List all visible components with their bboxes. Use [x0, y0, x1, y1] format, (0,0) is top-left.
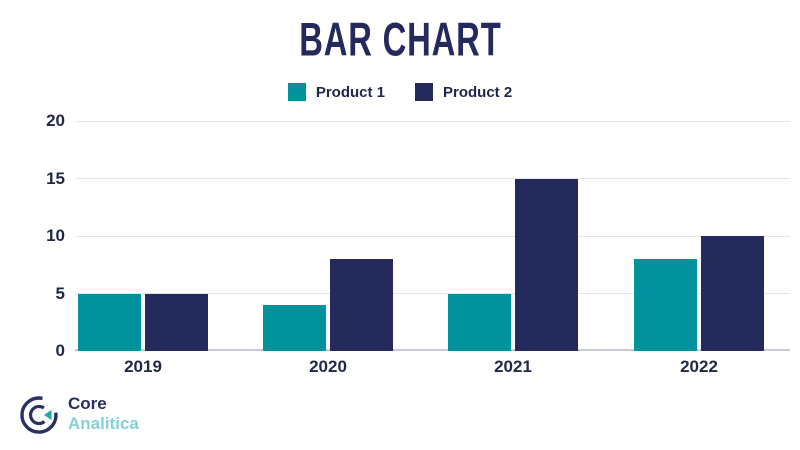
y-axis-label: 10	[46, 226, 65, 245]
gridline	[75, 178, 790, 179]
bar-product-1-2021	[448, 293, 511, 351]
bar-group-2021	[448, 178, 578, 351]
bar-product-2-2019	[145, 293, 208, 351]
bar-product-1-2022	[634, 259, 697, 351]
bar-group-2020	[263, 259, 393, 351]
logo-c-icon	[20, 396, 58, 434]
gridline	[75, 120, 790, 122]
logo-outer-arc	[20, 396, 58, 434]
legend-item: Product 1	[287, 83, 385, 101]
bar-product-2-2022	[701, 236, 764, 351]
bar-product-1-2020	[263, 305, 326, 351]
y-axis-label: 20	[46, 111, 65, 130]
y-axis-label: 0	[55, 341, 65, 360]
x-axis-label: 2020	[309, 357, 347, 376]
legend-label: Product 2	[443, 83, 513, 101]
plot-area	[75, 120, 790, 351]
x-axis-baseline	[75, 349, 790, 351]
bar-product-2-2021	[515, 178, 578, 351]
y-axis: 0 5 10 15 20	[0, 111, 65, 360]
legend-label: Product 1	[315, 83, 385, 101]
x-axis-label: 2021	[494, 357, 532, 376]
y-axis-label: 5	[55, 283, 65, 303]
x-axis-label: 2022	[680, 357, 718, 376]
gridline	[75, 293, 790, 294]
legend-swatch-product-1	[287, 83, 306, 101]
legend: Product 1 Product 2	[0, 83, 800, 101]
bar-group-2022	[634, 236, 764, 351]
logo-inner-arc	[28, 404, 46, 425]
logo-text: Core Analitica	[68, 394, 139, 434]
logo: Core Analitica	[17, 390, 139, 438]
bar-product-1-2019	[78, 293, 141, 351]
bar-group-2019	[78, 293, 208, 351]
y-axis-label: 15	[46, 168, 65, 188]
logo-triangle-icon	[44, 410, 52, 420]
gridline	[75, 235, 790, 237]
chart-title-text: BAR CHART	[298, 14, 502, 66]
bar-product-2-2020	[330, 259, 393, 351]
legend-item: Product 2	[415, 83, 512, 101]
logo-text-primary: Core	[68, 394, 107, 413]
legend-swatch-product-2	[415, 83, 433, 101]
chart-title: BAR CHART	[0, 14, 800, 66]
x-axis-label: 2019	[124, 357, 162, 376]
logo-text-secondary: Analitica	[68, 414, 139, 433]
